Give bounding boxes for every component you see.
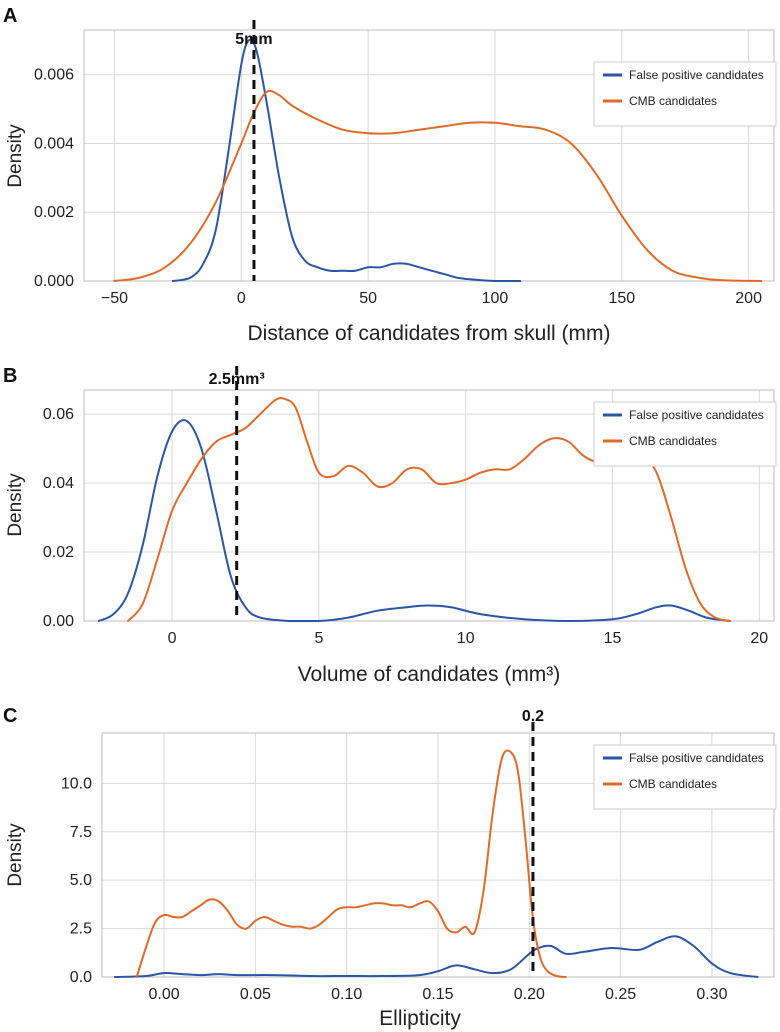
legend-label-fp: False positive candidates xyxy=(629,68,764,82)
threshold-label: 0.2 xyxy=(522,708,544,725)
x-tick-label: 0.25 xyxy=(605,986,636,1003)
x-axis-label: Volume of candidates (mm³) xyxy=(298,663,561,686)
series-line-false-positive xyxy=(97,419,731,622)
series-line-cmb xyxy=(135,749,567,978)
y-tick-label: 0.002 xyxy=(34,204,74,221)
x-tick-label: 200 xyxy=(735,290,762,307)
y-axis-label: Density xyxy=(5,823,26,887)
plot-frame xyxy=(83,29,775,282)
y-axis-label: Density xyxy=(5,473,26,537)
plot-frame xyxy=(83,389,775,622)
legend-label-cmb: CMB candidates xyxy=(629,777,717,791)
x-tick-label: 0.20 xyxy=(514,986,545,1003)
panel-a: A 5mm −50 0 50 100 150 200 0.000 0.002 0.004 0.00… xyxy=(3,5,777,345)
plot-frame xyxy=(101,732,775,978)
x-tick-label: −50 xyxy=(101,290,128,307)
threshold-label: 5mm xyxy=(235,31,272,48)
x-tick-label: 50 xyxy=(359,290,377,307)
x-tick-label: 5 xyxy=(314,630,323,647)
series-line-false-positive xyxy=(171,38,522,282)
series-line-cmb xyxy=(113,89,763,282)
y-tick-label: 0.006 xyxy=(34,67,74,84)
y-tick-label: 0.0 xyxy=(70,969,92,986)
y-tick-label: 5.0 xyxy=(70,872,92,889)
threshold-label: 2.5mm³ xyxy=(209,371,265,388)
x-tick-label: 0.30 xyxy=(696,986,727,1003)
x-tick-label: 0.15 xyxy=(422,986,453,1003)
y-tick-label: 0.04 xyxy=(43,475,74,492)
panel-letter-a: A xyxy=(3,5,17,27)
x-axis-label: Distance of candidates from skull (mm) xyxy=(248,322,611,345)
y-axis-label: Density xyxy=(5,124,26,188)
legend: False positive candidates CMB candidates xyxy=(593,401,777,467)
panel-c: C 0.2 0.00 0.05 0.10 0.15 0.20 0.25 0.30 0.0 2.5… xyxy=(3,705,777,1030)
legend-box xyxy=(593,744,777,810)
legend-label-cmb: CMB candidates xyxy=(629,434,717,448)
legend-box xyxy=(593,61,777,127)
y-tick-label: 7.5 xyxy=(70,824,92,841)
x-tick-label: 20 xyxy=(750,630,768,647)
x-tick-label: 0 xyxy=(237,290,246,307)
legend: False positive candidates CMB candidates xyxy=(593,61,777,127)
legend: False positive candidates CMB candidates xyxy=(593,744,777,810)
panel-letter-b: B xyxy=(3,365,17,387)
panel-b: B 2.5mm³ 0 5 10 15 20 0.00 0.02 0.04 0.06 Densit… xyxy=(3,365,777,686)
y-tick-label: 0.000 xyxy=(34,273,74,290)
x-tick-label: 0.10 xyxy=(331,986,362,1003)
series-line-false-positive xyxy=(113,935,759,978)
x-axis-label: Ellipticity xyxy=(379,1007,461,1030)
legend-box xyxy=(593,401,777,467)
legend-label-fp: False positive candidates xyxy=(629,751,764,765)
x-tick-label: 10 xyxy=(457,630,475,647)
x-tick-label: 100 xyxy=(482,290,509,307)
y-tick-label: 0.02 xyxy=(43,544,74,561)
y-tick-label: 0.00 xyxy=(43,613,74,630)
legend-label-fp: False positive candidates xyxy=(629,408,764,422)
x-tick-label: 150 xyxy=(608,290,635,307)
legend-label-cmb: CMB candidates xyxy=(629,94,717,108)
x-tick-label: 0.00 xyxy=(149,986,180,1003)
y-tick-label: 2.5 xyxy=(70,921,92,938)
x-tick-label: 15 xyxy=(604,630,622,647)
x-tick-label: 0.05 xyxy=(240,986,271,1003)
x-tick-label: 0 xyxy=(168,630,177,647)
panel-letter-c: C xyxy=(3,705,17,727)
y-tick-label: 0.06 xyxy=(43,406,74,423)
y-tick-label: 0.004 xyxy=(34,135,74,152)
y-tick-label: 10.0 xyxy=(61,775,92,792)
